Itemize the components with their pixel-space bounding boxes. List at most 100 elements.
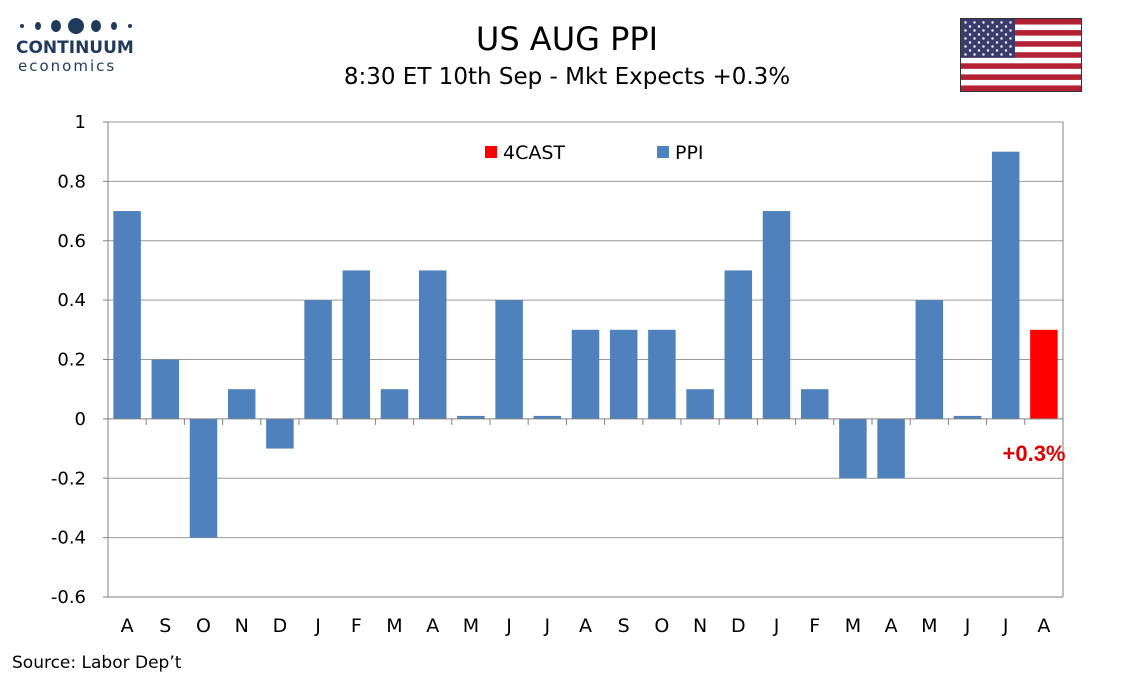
- flag-star: [995, 33, 999, 36]
- us-flag-icon: [960, 18, 1082, 92]
- flag-star: [977, 25, 981, 28]
- flag-star: [1009, 21, 1012, 24]
- ppi-bar-22: [953, 415, 982, 419]
- y-tick-label: 0.8: [57, 171, 86, 192]
- continuum-logo: CONTINUUM economics: [12, 14, 142, 75]
- x-category-label: N: [693, 615, 707, 637]
- legend-label-4cast: 4CAST: [503, 142, 565, 164]
- ppi-bar-21: [915, 300, 944, 419]
- x-category-label: A: [1037, 615, 1050, 637]
- flag-star: [973, 21, 976, 24]
- flag-star: [973, 53, 976, 56]
- ppi-bar-11: [533, 415, 562, 419]
- chart-title: US AUG PPI: [475, 20, 659, 58]
- flag-star: [1009, 45, 1012, 48]
- ppi-bar-20: [877, 418, 905, 479]
- y-tick-label: 0: [75, 409, 86, 430]
- x-category-label: A: [426, 615, 439, 637]
- x-category-label: M: [921, 615, 937, 637]
- forecast-annotation: +0.3%: [1003, 441, 1066, 466]
- x-category-label: D: [731, 615, 746, 637]
- flag-star: [1000, 53, 1003, 56]
- flag-star: [991, 45, 994, 48]
- x-category-label: O: [654, 615, 669, 637]
- source-note: Source: Labor Dep’t: [12, 653, 182, 673]
- ppi-bar-19: [839, 418, 867, 479]
- flag-star: [986, 49, 990, 52]
- ppi-bar-6: [342, 270, 371, 419]
- legend-label-ppi: PPI: [675, 142, 704, 164]
- legend-swatch-4cast: [485, 146, 497, 158]
- flag-star: [1004, 41, 1008, 44]
- flag-star: [968, 25, 972, 28]
- chart-subtitle: 8:30 ET 10th Sep - Mkt Expects +0.3%: [343, 64, 791, 90]
- flag-star: [982, 21, 985, 24]
- y-tick-label: -0.2: [51, 468, 86, 489]
- flag-star: [964, 45, 967, 48]
- x-category-label: J: [773, 615, 780, 637]
- flag-star: [982, 37, 985, 40]
- y-tick-label: 0.4: [57, 290, 86, 311]
- flag-star: [995, 49, 999, 52]
- ppi-bar-10: [495, 300, 523, 419]
- ppi-bar-2: [189, 418, 218, 538]
- x-category-label: O: [196, 615, 211, 637]
- flag-star: [1004, 33, 1008, 36]
- x-category-label: J: [505, 615, 512, 637]
- ppi-bar-7: [380, 389, 409, 419]
- flag-star: [991, 37, 994, 40]
- x-category-label: S: [618, 615, 630, 637]
- ppi-bar-0: [113, 211, 141, 419]
- flag-star: [1000, 37, 1003, 40]
- x-category-label: F: [351, 615, 362, 637]
- flag-star: [982, 45, 985, 48]
- x-category-label: M: [463, 615, 479, 637]
- flag-star: [1000, 29, 1003, 32]
- ppi-bar-1: [151, 359, 180, 419]
- y-tick-label: 1: [75, 112, 86, 133]
- flag-star: [986, 41, 990, 44]
- flag-star: [991, 29, 994, 32]
- x-category-label: A: [885, 615, 898, 637]
- ppi-bar-13: [609, 329, 638, 419]
- ppi-bar-15: [686, 389, 714, 419]
- flag-star: [1000, 21, 1003, 24]
- ppi-bar-5: [304, 300, 332, 419]
- flag-star: [964, 29, 967, 32]
- ppi-bar-9: [457, 415, 485, 419]
- x-category-label: A: [579, 615, 592, 637]
- flag-star: [977, 49, 981, 52]
- logo-wordmark: CONTINUUM: [16, 38, 134, 58]
- flag-star: [982, 29, 985, 32]
- y-tick-label: -0.6: [51, 587, 86, 608]
- x-category-label: J: [314, 615, 321, 637]
- flag-star: [991, 53, 994, 56]
- flag-star: [964, 21, 967, 24]
- flag-star: [977, 41, 981, 44]
- flag-star: [995, 25, 999, 28]
- flag-star: [1009, 29, 1012, 32]
- flag-star: [1004, 25, 1008, 28]
- ppi-bar-12: [571, 329, 600, 419]
- flag-star: [991, 21, 994, 24]
- ppi-bar-23: [991, 151, 1020, 419]
- x-category-label: F: [809, 615, 820, 637]
- x-category-label: J: [543, 615, 550, 637]
- flag-star: [1009, 53, 1012, 56]
- y-tick-label: -0.4: [51, 528, 86, 549]
- x-category-label: S: [159, 615, 171, 637]
- forecast-bar-24: [1030, 329, 1058, 419]
- x-category-label: M: [845, 615, 861, 637]
- flag-star: [1000, 45, 1003, 48]
- flag-star: [968, 49, 972, 52]
- ppi-bar-8: [418, 270, 447, 419]
- ppi-bar-17: [762, 211, 791, 419]
- y-tick-label: 0.2: [57, 350, 86, 371]
- flag-star: [982, 53, 985, 56]
- flag-star: [986, 33, 990, 36]
- x-category-label: M: [386, 615, 402, 637]
- flag-star: [973, 37, 976, 40]
- ppi-bar-4: [266, 418, 294, 449]
- flag-star: [964, 37, 967, 40]
